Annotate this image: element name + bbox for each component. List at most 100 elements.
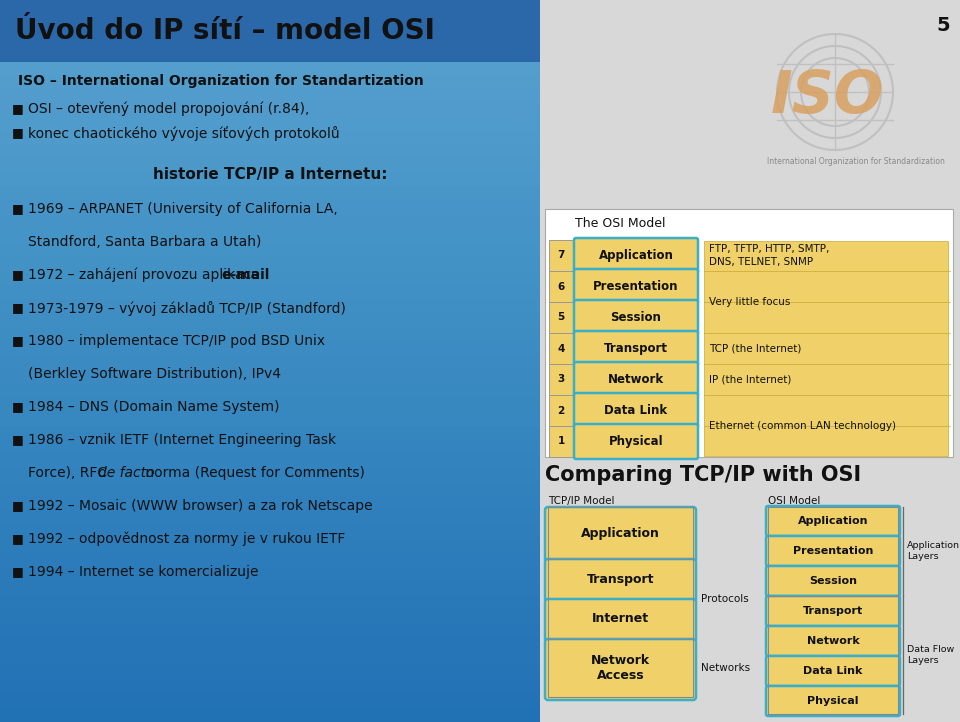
FancyBboxPatch shape [545, 599, 696, 642]
FancyBboxPatch shape [704, 241, 948, 456]
Text: Very little focus: Very little focus [709, 297, 790, 307]
FancyBboxPatch shape [766, 596, 900, 626]
Text: 6: 6 [558, 282, 564, 292]
Text: FTP, TFTP, HTTP, SMTP,
DNS, TELNET, SNMP: FTP, TFTP, HTTP, SMTP, DNS, TELNET, SNMP [709, 244, 829, 266]
Text: ■: ■ [12, 565, 24, 578]
Text: Úvod do IP sítí – model OSI: Úvod do IP sítí – model OSI [15, 17, 435, 45]
Text: ■: ■ [12, 334, 24, 347]
Text: Internet: Internet [592, 612, 649, 625]
Text: Transport: Transport [803, 606, 863, 615]
FancyBboxPatch shape [574, 238, 698, 273]
Text: Session: Session [611, 311, 661, 324]
FancyBboxPatch shape [574, 300, 698, 335]
Text: 1973-1979 – vývoj základů TCP/IP (Standford): 1973-1979 – vývoj základů TCP/IP (Standf… [28, 301, 346, 316]
Text: 1992 – Mosaic (WWW browser) a za rok Netscape: 1992 – Mosaic (WWW browser) a za rok Net… [28, 499, 372, 513]
Text: de facto: de facto [98, 466, 155, 480]
FancyBboxPatch shape [545, 639, 696, 700]
Text: 1969 – ARPANET (University of California LA,: 1969 – ARPANET (University of California… [28, 202, 338, 216]
Text: Application
Layers: Application Layers [907, 542, 960, 561]
FancyBboxPatch shape [766, 566, 900, 596]
Text: Physical: Physical [609, 435, 663, 448]
FancyBboxPatch shape [549, 302, 573, 333]
Text: IP (the Internet): IP (the Internet) [709, 375, 791, 385]
FancyBboxPatch shape [766, 536, 900, 566]
Text: 1980 – implementace TCP/IP pod BSD Unix: 1980 – implementace TCP/IP pod BSD Unix [28, 334, 325, 348]
Text: 3: 3 [558, 375, 564, 385]
Text: 1972 – zahájení provozu aplikace: 1972 – zahájení provozu aplikace [28, 268, 264, 282]
Text: ■: ■ [12, 433, 24, 446]
FancyBboxPatch shape [549, 364, 573, 395]
Text: Data Flow
Layers: Data Flow Layers [907, 645, 954, 665]
Text: ■: ■ [12, 102, 24, 115]
Text: Presentation: Presentation [793, 546, 874, 555]
FancyBboxPatch shape [549, 395, 573, 426]
FancyBboxPatch shape [574, 331, 698, 366]
Text: OSI – otevřený model propojování (r.84),: OSI – otevřený model propojování (r.84), [28, 102, 309, 116]
Text: Standford, Santa Barbara a Utah): Standford, Santa Barbara a Utah) [28, 235, 261, 249]
Text: 1992 – odpovědnost za normy je v rukou IETF: 1992 – odpovědnost za normy je v rukou I… [28, 532, 346, 547]
Text: Force), RFC: Force), RFC [28, 466, 111, 480]
Text: 7: 7 [558, 251, 564, 261]
Text: Application: Application [798, 516, 868, 526]
Text: 1984 – DNS (Domain Name System): 1984 – DNS (Domain Name System) [28, 400, 279, 414]
Text: TCP (the Internet): TCP (the Internet) [709, 344, 802, 354]
FancyBboxPatch shape [766, 686, 900, 716]
Text: 1: 1 [558, 437, 564, 446]
Text: Physical: Physical [807, 695, 859, 705]
Text: Session: Session [809, 575, 857, 586]
Text: Network: Network [608, 373, 664, 386]
FancyBboxPatch shape [545, 507, 696, 562]
Text: norma (Request for Comments): norma (Request for Comments) [140, 466, 365, 480]
Text: Network
Access: Network Access [591, 654, 650, 682]
Text: OSI Model: OSI Model [768, 496, 821, 506]
Text: Presentation: Presentation [593, 280, 679, 293]
FancyBboxPatch shape [545, 209, 953, 457]
Text: Protocols: Protocols [701, 594, 749, 604]
Text: ■: ■ [12, 126, 24, 139]
Text: Ethernet (common LAN technology): Ethernet (common LAN technology) [709, 421, 896, 431]
Text: The OSI Model: The OSI Model [575, 217, 665, 230]
FancyBboxPatch shape [549, 271, 573, 302]
Text: historie TCP/IP a Internetu:: historie TCP/IP a Internetu: [153, 167, 387, 182]
FancyBboxPatch shape [574, 362, 698, 397]
Text: ISO: ISO [770, 69, 884, 126]
FancyBboxPatch shape [549, 240, 573, 271]
FancyBboxPatch shape [549, 333, 573, 364]
FancyBboxPatch shape [574, 393, 698, 428]
FancyBboxPatch shape [766, 656, 900, 686]
Text: Data Link: Data Link [605, 404, 667, 417]
FancyBboxPatch shape [766, 506, 900, 536]
Text: TCP/IP Model: TCP/IP Model [548, 496, 614, 506]
Text: konec chaotického vývoje síťových protokolů: konec chaotického vývoje síťových protok… [28, 126, 340, 141]
FancyBboxPatch shape [549, 426, 573, 457]
Text: 5: 5 [936, 16, 950, 35]
Text: ■: ■ [12, 268, 24, 281]
Text: ■: ■ [12, 202, 24, 215]
Text: Comparing TCP/IP with OSI: Comparing TCP/IP with OSI [545, 465, 861, 485]
FancyBboxPatch shape [545, 559, 696, 602]
Text: ■: ■ [12, 400, 24, 413]
Text: ■: ■ [12, 532, 24, 545]
Text: Transport: Transport [587, 573, 655, 586]
Text: 1994 – Internet se komercializuje: 1994 – Internet se komercializuje [28, 565, 258, 579]
Text: Application: Application [581, 526, 660, 539]
Text: ISO – International Organization for Standartization: ISO – International Organization for Sta… [18, 74, 423, 88]
FancyBboxPatch shape [0, 0, 540, 62]
Text: International Organization for Standardization: International Organization for Standardi… [767, 157, 945, 166]
FancyBboxPatch shape [574, 269, 698, 304]
Text: 1986 – vznik IETF (Internet Engineering Task: 1986 – vznik IETF (Internet Engineering … [28, 433, 336, 447]
FancyBboxPatch shape [766, 626, 900, 656]
Text: Network: Network [806, 635, 859, 645]
FancyBboxPatch shape [574, 424, 698, 459]
Text: ■: ■ [12, 499, 24, 512]
Text: (Berkley Software Distribution), IPv4: (Berkley Software Distribution), IPv4 [28, 367, 281, 381]
Text: Data Link: Data Link [804, 666, 863, 676]
Text: e-mail: e-mail [221, 268, 270, 282]
Text: Application: Application [599, 249, 673, 262]
Text: ■: ■ [12, 301, 24, 314]
Text: 4: 4 [558, 344, 564, 354]
Text: Transport: Transport [604, 342, 668, 355]
Text: Networks: Networks [701, 663, 750, 673]
Text: 2: 2 [558, 406, 564, 415]
Text: 5: 5 [558, 313, 564, 323]
